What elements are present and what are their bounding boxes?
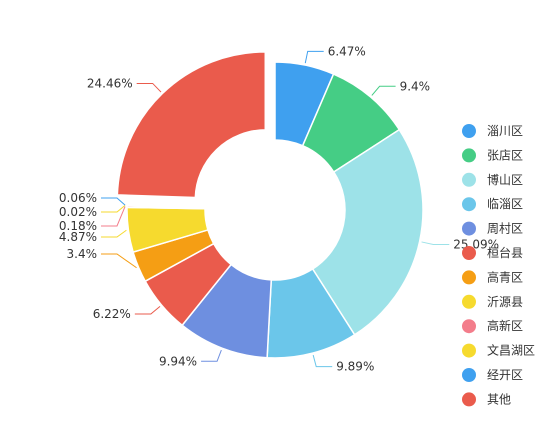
percent-label-沂源县: 4.87% — [59, 230, 97, 244]
percent-label-张店区: 9.4% — [400, 79, 431, 93]
legend-item-其他[interactable]: 其他 — [462, 392, 511, 407]
slice-博山区[interactable] — [311, 128, 424, 336]
legend-marker-桓台县 — [462, 246, 476, 260]
legend-item-文昌湖区[interactable]: 文昌湖区 — [462, 343, 535, 358]
legend-label-周村区: 周村区 — [487, 222, 523, 236]
legend-item-高青区[interactable]: 高青区 — [462, 269, 523, 285]
legend-marker-高青区 — [462, 270, 476, 285]
legend-label-沂源县: 沂源县 — [487, 295, 523, 309]
legend-label-张店区: 张店区 — [487, 148, 523, 162]
leader-line-淄川区 — [304, 50, 324, 64]
legend-item-张店区[interactable]: 张店区 — [462, 148, 523, 163]
percent-label-其他: 24.46% — [87, 76, 133, 90]
percent-label-文昌湖区: 0.02% — [59, 205, 97, 219]
legend-item-经开区[interactable]: 经开区 — [462, 368, 523, 382]
legend-item-桓台县[interactable]: 桓台县 — [462, 245, 523, 260]
leader-lines-group — [101, 50, 450, 368]
legend-label-文昌湖区: 文昌湖区 — [487, 343, 535, 358]
legend-label-高新区: 高新区 — [487, 318, 523, 333]
legend-item-周村区[interactable]: 周村区 — [462, 221, 523, 236]
legend-marker-其他 — [462, 392, 476, 407]
percent-label-周村区: 9.94% — [159, 354, 197, 368]
legend-marker-临淄区 — [462, 197, 476, 212]
leader-line-经开区 — [101, 197, 126, 206]
leader-line-周村区 — [201, 349, 222, 362]
slice-其他[interactable] — [116, 51, 267, 199]
legend-item-淄川区[interactable]: 淄川区 — [462, 124, 523, 138]
percent-label-高新区: 0.18% — [59, 219, 97, 233]
leader-line-张店区 — [371, 85, 396, 96]
leader-line-高新区 — [101, 206, 126, 227]
percent-label-经开区: 0.06% — [59, 191, 97, 205]
percent-label-高青区: 3.4% — [67, 247, 98, 261]
slices-group — [116, 51, 424, 359]
legend-item-沂源县[interactable]: 沂源县 — [462, 294, 523, 309]
legend-item-博山区[interactable]: 博山区 — [462, 172, 523, 187]
legend-marker-周村区 — [462, 221, 476, 236]
leader-line-高青区 — [101, 253, 137, 269]
legend-label-桓台县: 桓台县 — [487, 245, 523, 260]
legend-marker-淄川区 — [462, 124, 476, 138]
legend-item-临淄区[interactable]: 临淄区 — [462, 197, 523, 212]
legend-label-经开区: 经开区 — [487, 368, 523, 382]
percent-label-桓台县: 6.22% — [93, 307, 131, 321]
legend-marker-博山区 — [462, 172, 476, 187]
percent-label-临淄区: 9.89% — [336, 360, 374, 374]
slice-经开区[interactable] — [126, 204, 206, 209]
leader-line-沂源县 — [101, 229, 127, 238]
percent-label-淄川区: 6.47% — [328, 44, 366, 58]
legend-marker-经开区 — [462, 368, 476, 382]
leader-line-博山区 — [421, 241, 450, 245]
leader-line-文昌湖区 — [101, 204, 126, 213]
legend-item-高新区[interactable]: 高新区 — [462, 318, 523, 334]
percent-labels-group: 6.47%9.4%25.09%9.89%9.94%6.22%3.4%4.87%0… — [59, 44, 499, 373]
legend-label-淄川区: 淄川区 — [487, 124, 523, 138]
legend-label-临淄区: 临淄区 — [487, 197, 523, 211]
legend-marker-张店区 — [462, 148, 476, 163]
legend-marker-高新区 — [462, 319, 476, 334]
leader-line-桓台县 — [134, 305, 161, 315]
leader-line-临淄区 — [312, 354, 333, 368]
legend-label-博山区: 博山区 — [487, 172, 523, 187]
leader-line-其他 — [136, 82, 162, 93]
legend-label-高青区: 高青区 — [487, 269, 523, 284]
legend-marker-文昌湖区 — [462, 343, 476, 358]
legend-label-其他: 其他 — [487, 392, 511, 406]
legend-marker-沂源县 — [462, 294, 476, 309]
